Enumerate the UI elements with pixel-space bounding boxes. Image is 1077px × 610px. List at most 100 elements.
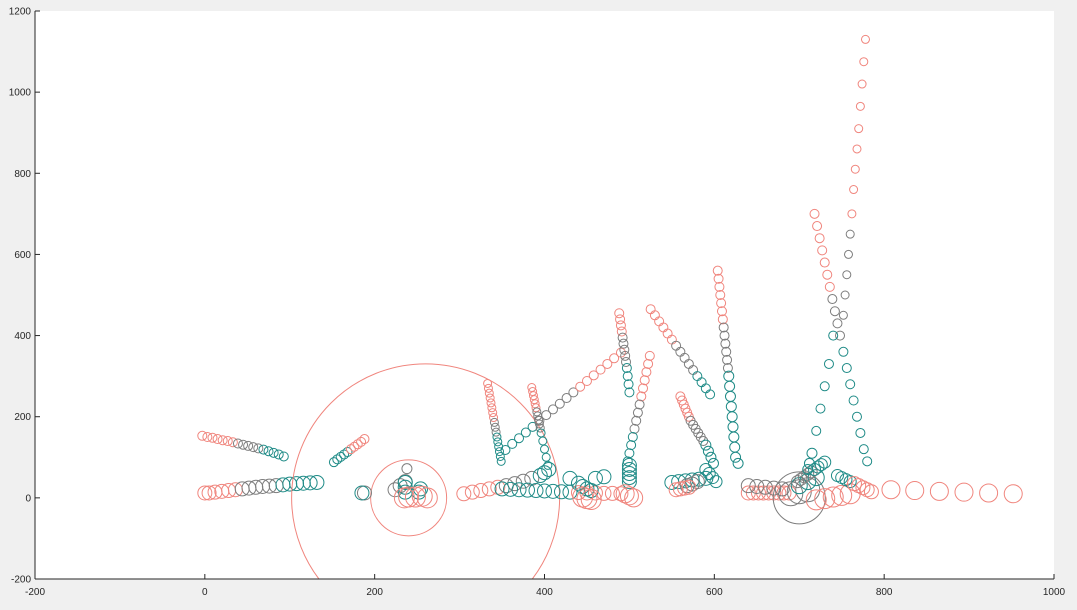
scatter-point: [844, 249, 854, 259]
scatter-point: [527, 421, 538, 432]
scatter-point: [618, 338, 629, 349]
scatter-point: [485, 393, 495, 403]
scatter-point: [822, 486, 844, 508]
scatter-point: [456, 486, 472, 502]
scatter-point: [492, 432, 502, 442]
scatter-point: [644, 350, 655, 361]
scatter-point: [345, 444, 356, 455]
scatter-point: [197, 485, 213, 501]
scatter-point: [212, 434, 223, 445]
scatter-point: [278, 451, 289, 462]
scatter-point: [483, 383, 493, 393]
scatter-point: [702, 445, 714, 457]
markers-layer: [197, 34, 1023, 579]
scatter-point: [835, 330, 846, 341]
scatter-point: [851, 411, 862, 422]
scatter-point: [905, 481, 925, 501]
scatter-point: [815, 403, 826, 414]
scatter-point: [706, 471, 720, 485]
scatter-point: [855, 427, 866, 438]
scatter-point: [838, 346, 849, 357]
scatter-point: [553, 484, 569, 500]
scatter-point: [799, 473, 817, 491]
scatter-point: [587, 470, 603, 486]
scatter-point: [707, 457, 719, 469]
scatter-point: [718, 322, 729, 333]
scatter-point: [730, 451, 742, 463]
x-tick-label: -200: [25, 587, 45, 598]
scatter-point: [805, 489, 827, 511]
scatter-point: [712, 265, 723, 276]
scatter-point: [639, 375, 650, 386]
y-tick-label: 1200: [9, 7, 32, 18]
scatter-point: [823, 358, 834, 369]
scatter-point: [681, 479, 697, 495]
scatter-point: [838, 310, 848, 320]
scatter-point: [484, 388, 494, 398]
scatter-point: [771, 485, 787, 501]
scatter-point: [699, 462, 713, 476]
scatter-point: [514, 433, 525, 444]
scatter-point: [413, 481, 429, 497]
scatter-point: [623, 379, 634, 390]
scatter-point: [588, 370, 599, 381]
y-ticks: -200 0 200 400 600 800 1000 1200: [9, 7, 40, 586]
scatter-point: [634, 399, 645, 410]
scatter-point: [845, 379, 856, 390]
scatter-point: [473, 483, 489, 499]
scatter-point: [580, 488, 602, 510]
scatter-point: [621, 470, 637, 486]
scatter-point: [717, 314, 728, 325]
scatter-point: [621, 474, 637, 490]
scatter-point: [534, 419, 544, 429]
scatter-point: [596, 485, 612, 501]
scatter-point: [819, 257, 830, 268]
scatter-point: [273, 449, 284, 460]
scatter-point: [832, 318, 843, 329]
scatter-point: [404, 486, 426, 508]
scatter-point: [857, 79, 867, 89]
scatter-point: [238, 439, 249, 450]
scatter-point: [716, 298, 727, 309]
scatter-point: [495, 451, 505, 461]
scatter-point: [227, 437, 238, 448]
scatter-point: [613, 486, 629, 502]
scatter-point: [881, 480, 901, 500]
scatter-point: [621, 461, 637, 477]
scatter-point: [828, 330, 839, 341]
scatter-point: [547, 404, 558, 415]
scatter-point: [822, 269, 833, 280]
scatter-point: [714, 281, 725, 292]
scatter-point: [840, 290, 850, 300]
scatter-point: [483, 378, 493, 388]
scatter-point: [488, 408, 498, 418]
scatter-point: [291, 363, 561, 579]
scatter-point: [587, 485, 603, 501]
scatter-point: [604, 485, 620, 501]
scatter-point: [464, 484, 480, 500]
x-tick-label: 200: [366, 587, 383, 598]
scatter-point: [829, 306, 840, 317]
scatter-point: [253, 443, 264, 454]
scatter-point: [561, 393, 572, 404]
scatter-point: [740, 478, 756, 494]
scatter-point: [486, 398, 496, 408]
scatter-point: [352, 439, 363, 450]
scatter-point: [359, 434, 370, 445]
scatter-point: [732, 457, 744, 469]
scatter-point: [614, 308, 625, 319]
scatter-point: [814, 458, 828, 472]
scatter-point: [617, 332, 628, 343]
scatter-point: [862, 456, 873, 467]
scatter-point: [496, 456, 506, 466]
scatter-point: [847, 209, 857, 219]
scatter-point: [416, 487, 438, 509]
scatter-point: [596, 469, 612, 485]
scatter-point: [790, 477, 808, 495]
scatter-point: [562, 470, 578, 486]
scatter-point: [568, 387, 579, 398]
scatter-point: [824, 281, 835, 292]
scatter-point: [716, 306, 727, 317]
scatter-point: [342, 447, 353, 458]
scatter-point: [503, 481, 519, 497]
